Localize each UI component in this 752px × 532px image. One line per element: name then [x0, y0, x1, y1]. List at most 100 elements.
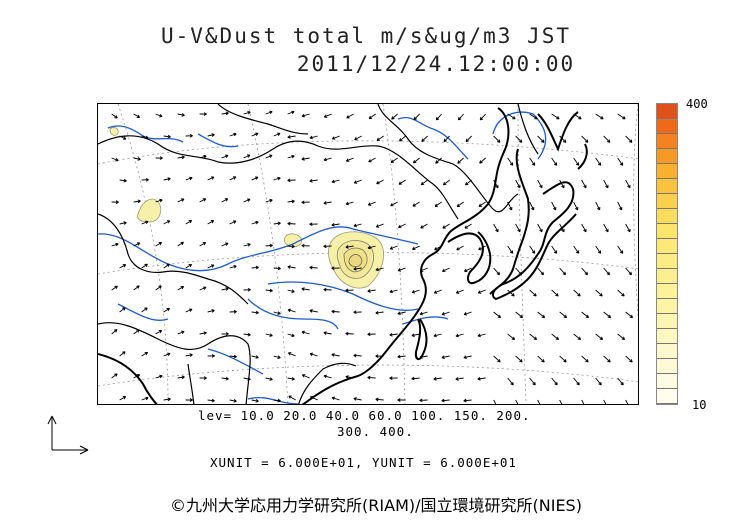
- wind-vector-arrow: [603, 399, 607, 404]
- wind-vector-arrow: [625, 179, 631, 189]
- colorbar-segment: [657, 299, 677, 314]
- wind-vector-arrow: [391, 113, 398, 120]
- wind-vector-arrow: [155, 330, 163, 335]
- country-borders: [98, 104, 539, 404]
- wind-vector-arrow: [199, 198, 207, 203]
- wind-vector-arrow: [185, 133, 193, 138]
- colorbar-segment: [657, 284, 677, 299]
- wind-vector-arrow: [345, 157, 354, 162]
- wind-vector-arrow: [537, 267, 545, 276]
- dust-concentration-contours: [109, 127, 384, 289]
- wind-vector-arrow: [537, 311, 546, 319]
- wind-vector-arrow: [199, 112, 207, 116]
- wind-vector-arrow: [412, 245, 420, 251]
- wind-vector-arrow: [163, 220, 171, 225]
- wind-vector-arrow: [207, 354, 215, 358]
- wind-vector-arrow: [185, 263, 193, 269]
- wind-vector-arrow: [464, 223, 472, 229]
- wind-vector-arrow: [301, 374, 310, 379]
- wind-vector-arrow: [515, 311, 524, 319]
- wind-vector-arrow: [595, 157, 602, 166]
- colorbar-segment: [657, 209, 677, 224]
- wind-vector-arrow: [399, 135, 406, 142]
- wind-vector-arrow: [441, 398, 450, 403]
- wind-vector-arrow: [559, 311, 568, 319]
- wind-vector-arrow: [309, 396, 318, 401]
- wind-vector-arrow: [493, 179, 499, 189]
- wind-vector-arrow: [185, 220, 193, 225]
- wind-vector-arrow: [323, 331, 332, 335]
- wind-vector-arrow: [207, 220, 215, 225]
- wind-vector-arrow: [559, 399, 563, 404]
- wind-vector-arrow: [287, 178, 296, 183]
- wind-vector-arrow: [133, 157, 141, 161]
- wind-vector-arrow: [301, 287, 310, 291]
- wind-vector-arrow: [331, 353, 340, 357]
- wind-vector-arrow: [581, 311, 590, 319]
- wind-vector-arrow: [323, 157, 332, 162]
- wind-vector-arrow: [376, 135, 384, 141]
- wind-vector-arrow: [477, 289, 486, 294]
- wind-vector-arrow: [529, 333, 538, 341]
- wind-vector-arrow: [141, 351, 149, 357]
- wind-vector-arrow: [251, 310, 259, 315]
- wind-vector-arrow: [559, 135, 567, 143]
- wind-vector-arrow: [367, 201, 376, 206]
- wind-vector-arrow: [603, 179, 609, 189]
- colorbar-segment: [657, 104, 677, 119]
- wind-vector-arrow: [155, 113, 163, 118]
- wind-vector-arrow: [119, 178, 127, 183]
- wind-vector-arrow: [478, 201, 486, 207]
- wind-vector-arrow: [435, 113, 442, 121]
- wind-vector-arrow: [177, 241, 184, 247]
- wind-vector-arrow: [389, 376, 398, 380]
- wind-vector-arrow: [398, 223, 406, 229]
- wind-vector-arrow: [529, 245, 536, 254]
- wind-vector-arrow: [177, 113, 185, 117]
- wind-vector-arrow: [354, 135, 362, 141]
- wind-vector-arrow: [119, 221, 127, 225]
- wind-vector-arrow: [537, 135, 545, 143]
- wind-vector-arrow: [529, 157, 536, 166]
- wind-vector-arrow: [185, 353, 193, 357]
- wind-vector-arrow: [251, 265, 259, 270]
- chart-title-variables: U-V&Dust total m/s&ug/m3 JST: [160, 24, 571, 48]
- wind-vector-arrow: [375, 223, 384, 228]
- wind-vector-arrow: [625, 399, 629, 404]
- dust-wind-map: [98, 104, 638, 404]
- wind-vector-arrow: [421, 135, 428, 142]
- wind-vector-arrow: [397, 311, 406, 316]
- wind-vector-arrow: [345, 288, 354, 293]
- wind-vector-arrow: [323, 244, 332, 249]
- wind-vector-arrow: [397, 354, 406, 359]
- wind-vector-arrow: [456, 245, 464, 251]
- wind-vector-arrow: [581, 355, 589, 363]
- wind-vector-arrow: [119, 264, 127, 269]
- colorbar-segment: [657, 389, 677, 404]
- wind-vector-arrow: [287, 154, 295, 159]
- wind-vector-arrow: [301, 330, 310, 335]
- wind-vector-arrow: [389, 332, 398, 337]
- wind-vector-arrow: [493, 135, 501, 143]
- wind-vector-arrow: [155, 285, 162, 291]
- wind-vector-arrow: [221, 376, 229, 381]
- wind-vector-arrow: [287, 308, 296, 313]
- wind-vector-arrow: [163, 134, 171, 139]
- vector-unit-label: XUNIT = 6.000E+01, YUNIT = 6.000E+01: [210, 455, 517, 470]
- wind-vector-arrow: [581, 179, 587, 189]
- wind-vector-arrow: [199, 242, 207, 247]
- colorbar-segment: [657, 119, 677, 134]
- wind-vector-arrow: [559, 179, 565, 189]
- wind-vector-arrow: [111, 157, 119, 162]
- wind-vector-arrow: [442, 267, 450, 273]
- wind-vector-arrow: [221, 111, 229, 116]
- wind-vector-arrow: [493, 399, 497, 404]
- wind-vector-arrow: [551, 113, 560, 120]
- wind-vector-arrow: [199, 154, 207, 159]
- wind-vector-arrow: [625, 355, 633, 363]
- colorbar-segment: [657, 194, 677, 209]
- wind-vector-arrow: [389, 289, 398, 294]
- wind-vector-arrow: [617, 245, 624, 254]
- wind-vector-arrow: [163, 397, 171, 402]
- wind-vector-arrow: [287, 221, 296, 226]
